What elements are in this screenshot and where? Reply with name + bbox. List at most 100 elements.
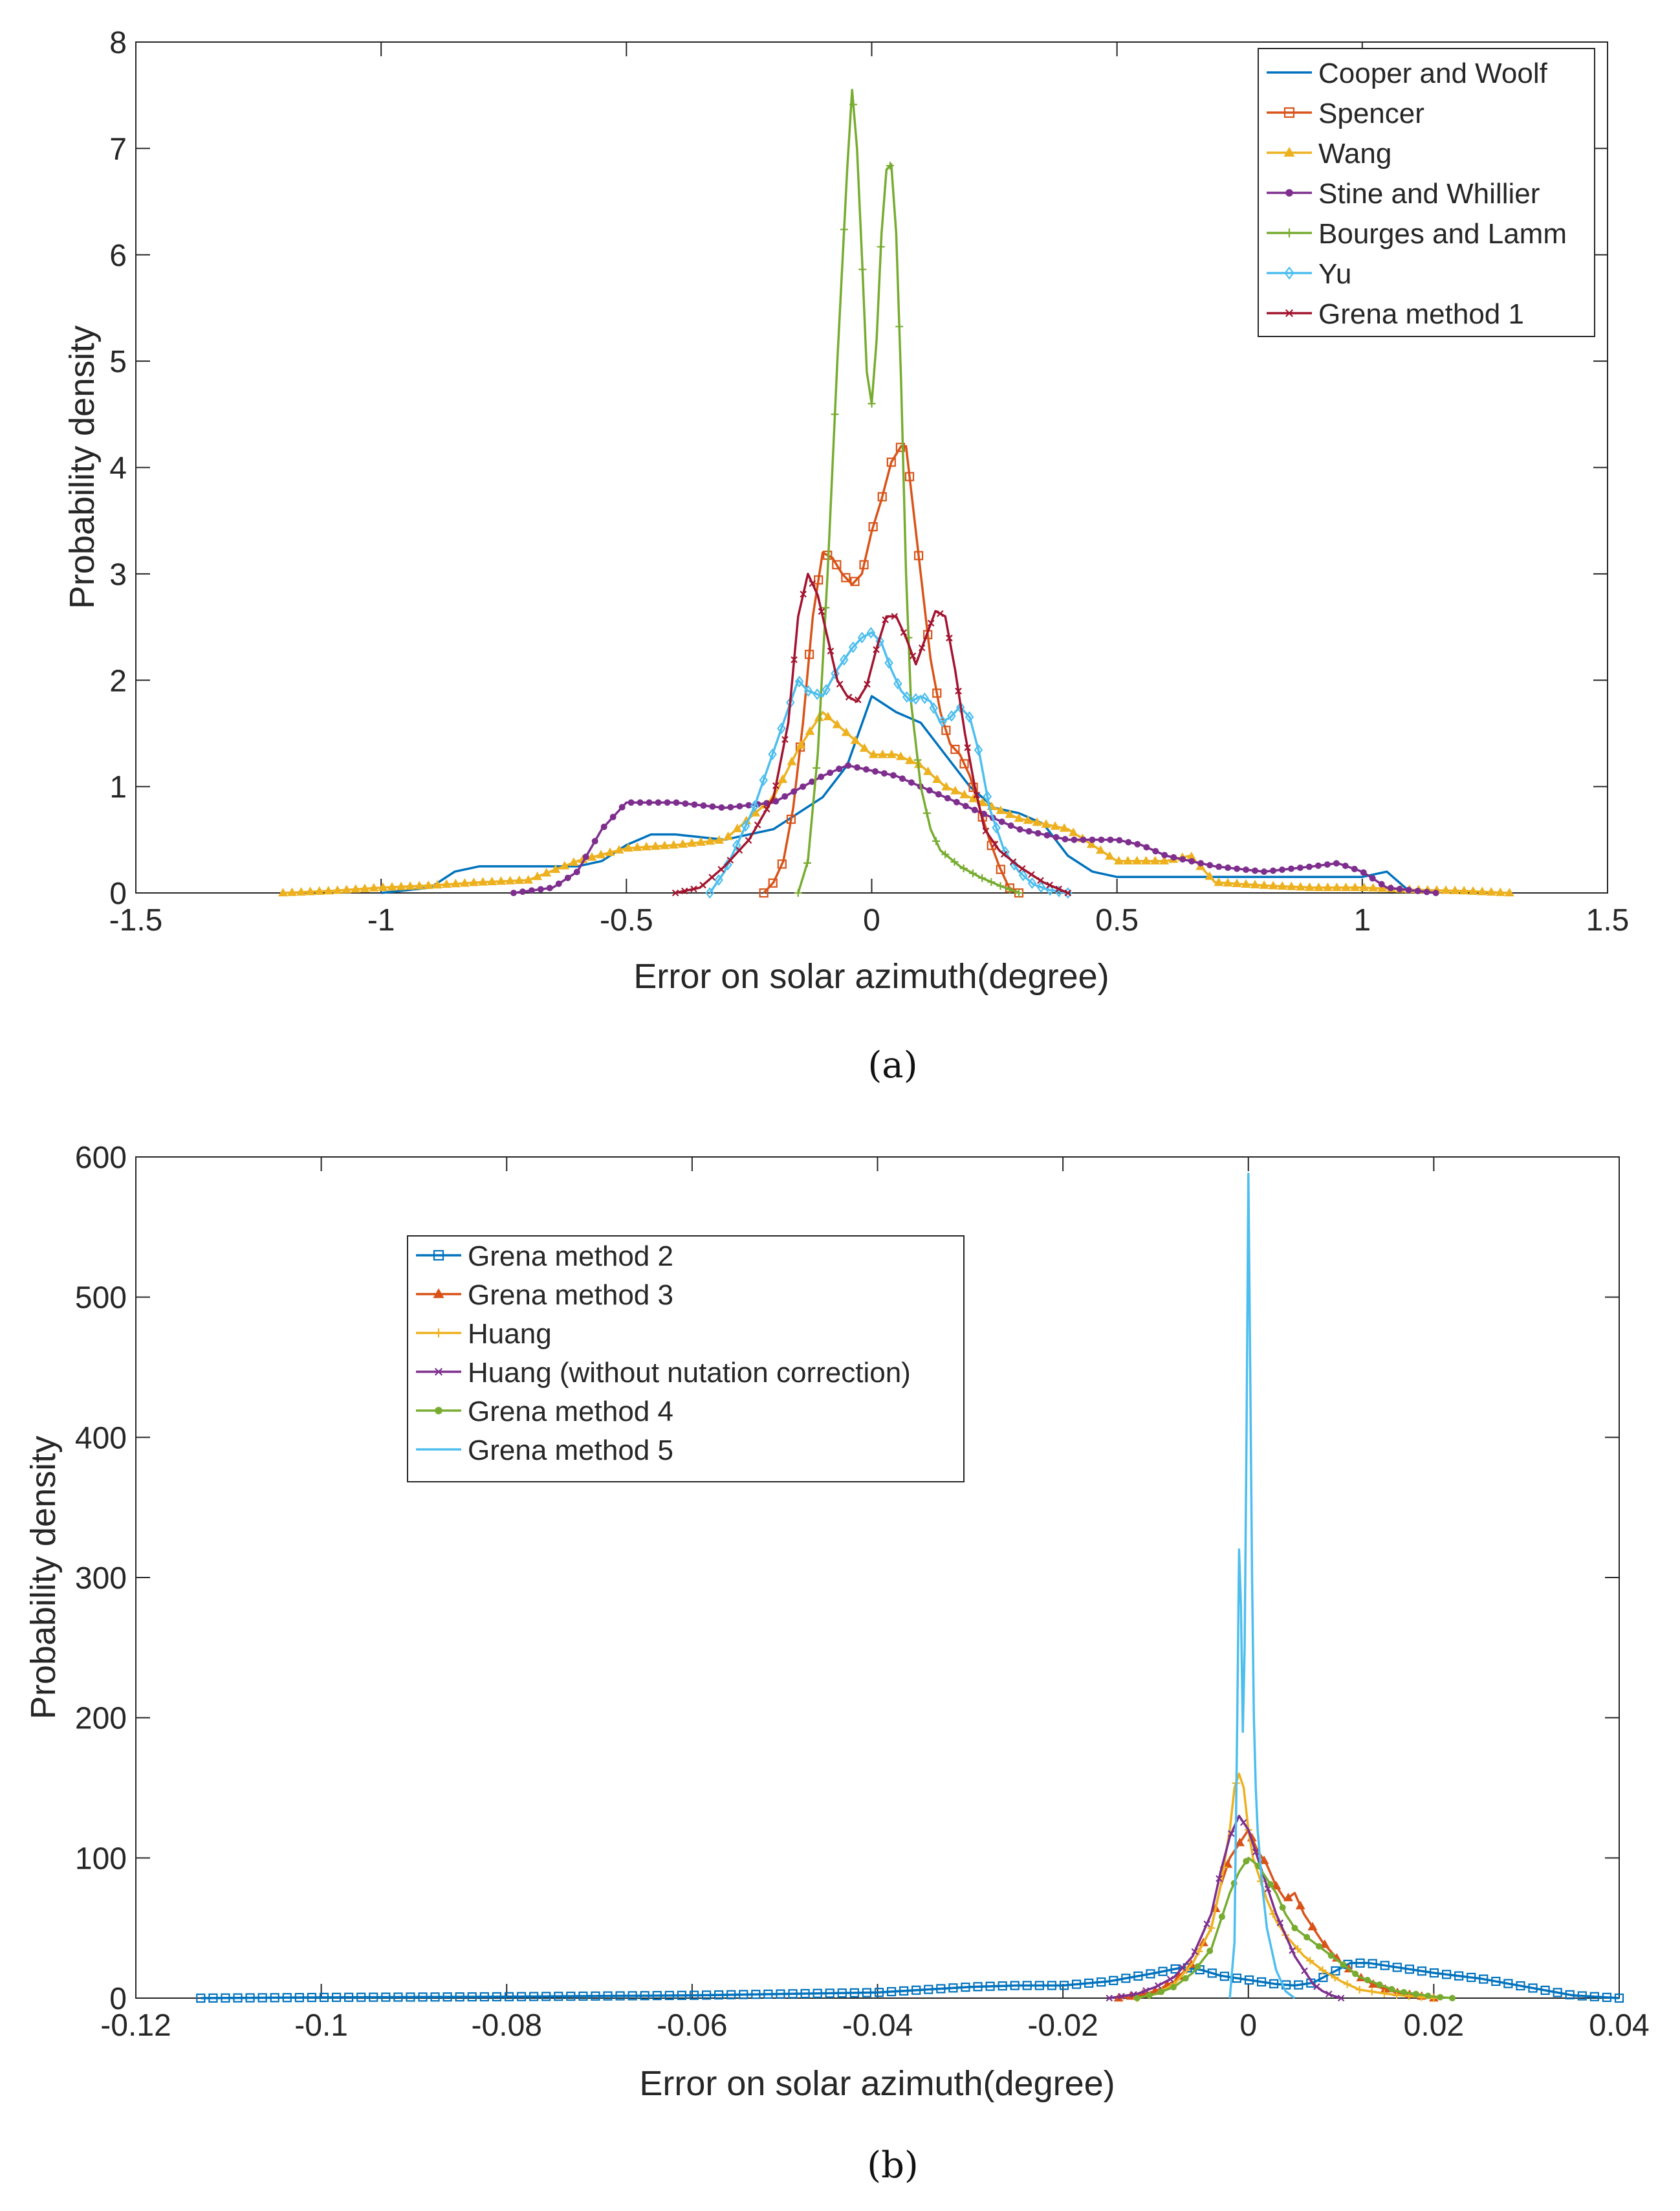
data-point bbox=[1206, 1948, 1214, 1954]
data-point bbox=[555, 880, 562, 887]
data-point bbox=[818, 773, 825, 780]
data-point bbox=[1467, 1972, 1476, 1983]
series-grena-method-4 bbox=[1133, 1856, 1456, 2001]
data-point bbox=[1243, 1858, 1250, 1865]
data-point bbox=[405, 881, 415, 890]
data-point bbox=[1296, 864, 1304, 872]
data-point bbox=[700, 802, 707, 809]
data-point bbox=[1287, 865, 1294, 872]
data-point bbox=[1343, 1980, 1351, 1988]
data-point bbox=[641, 842, 651, 851]
data-point bbox=[1084, 1978, 1094, 1988]
data-point bbox=[932, 774, 943, 783]
series-line bbox=[1109, 1814, 1342, 1999]
data-point bbox=[992, 822, 1001, 834]
data-point bbox=[1188, 858, 1195, 865]
data-point bbox=[705, 886, 715, 899]
data-point bbox=[905, 755, 915, 764]
data-point bbox=[1059, 1981, 1069, 1990]
data-point bbox=[959, 759, 969, 769]
data-point bbox=[1064, 889, 1072, 897]
data-point bbox=[736, 802, 743, 809]
data-point bbox=[1283, 1893, 1293, 1902]
data-point bbox=[787, 756, 797, 765]
chart-b-series bbox=[196, 1172, 1624, 2003]
data-point bbox=[825, 1988, 835, 1998]
legend-label: Grena method 3 bbox=[468, 1279, 673, 1311]
legend-marker bbox=[1283, 146, 1295, 157]
data-point bbox=[837, 1988, 847, 1998]
data-point bbox=[936, 1984, 946, 1994]
x-tick-label: -0.02 bbox=[1027, 2008, 1098, 2043]
data-point bbox=[1019, 865, 1026, 872]
data-point bbox=[858, 265, 867, 274]
data-point bbox=[1050, 821, 1060, 830]
data-point bbox=[344, 1992, 354, 2002]
data-point bbox=[233, 1993, 243, 2003]
data-point bbox=[1355, 1986, 1364, 1994]
data-point bbox=[781, 793, 789, 800]
legend-item: Spencer bbox=[1267, 98, 1424, 129]
data-point bbox=[477, 877, 488, 886]
legend-item: Yu bbox=[1267, 258, 1351, 290]
data-point bbox=[1577, 1991, 1587, 2001]
data-point bbox=[681, 887, 688, 895]
data-point bbox=[836, 765, 843, 773]
data-point bbox=[1614, 1993, 1624, 2003]
data-point bbox=[603, 1991, 613, 2001]
data-point bbox=[1387, 885, 1394, 892]
y-tick-label: 100 bbox=[75, 1842, 127, 1876]
data-point bbox=[1294, 1945, 1302, 1953]
data-point bbox=[800, 1988, 810, 1999]
data-point bbox=[1378, 881, 1385, 888]
data-point bbox=[1197, 860, 1205, 867]
data-point bbox=[1565, 1990, 1575, 1999]
chart-a-caption: (a) bbox=[867, 1044, 917, 1086]
data-point bbox=[1441, 885, 1451, 894]
data-point bbox=[1304, 1933, 1311, 1941]
x-tick-label: 0 bbox=[1239, 2008, 1257, 2043]
data-point bbox=[1313, 882, 1324, 892]
data-point bbox=[554, 1992, 563, 2001]
data-point bbox=[886, 162, 894, 170]
data-point bbox=[763, 1989, 773, 1999]
data-point bbox=[841, 727, 851, 736]
data-point bbox=[913, 551, 924, 560]
data-point bbox=[1276, 1919, 1284, 1926]
data-point bbox=[1396, 885, 1403, 892]
legend-item: Grena method 4 bbox=[416, 1396, 673, 1427]
data-point bbox=[886, 1986, 897, 1997]
data-point bbox=[891, 613, 899, 620]
data-point bbox=[1216, 863, 1223, 870]
data-point bbox=[1294, 1980, 1304, 1990]
data-point bbox=[723, 859, 732, 871]
data-point bbox=[369, 1992, 378, 2002]
data-point bbox=[714, 874, 723, 886]
data-point bbox=[776, 1989, 785, 1999]
data-point bbox=[759, 774, 769, 786]
data-point bbox=[965, 711, 974, 723]
data-point bbox=[1216, 1875, 1223, 1882]
data-point bbox=[1206, 862, 1214, 869]
data-point bbox=[941, 850, 950, 859]
data-point bbox=[950, 857, 959, 866]
data-point bbox=[794, 676, 804, 688]
chart-a: -1.5 -1 -0.5 0 0.5 1 1.5 0 1 2 3 4 5 6 7 8 Error on so… bbox=[63, 26, 1629, 1086]
x-tick-label: -1 bbox=[367, 903, 395, 938]
data-point bbox=[1025, 828, 1032, 835]
data-point bbox=[1350, 882, 1360, 892]
data-point bbox=[659, 841, 670, 850]
chart-a-series bbox=[278, 89, 1514, 899]
data-point bbox=[696, 837, 706, 846]
y-tick-label: 0 bbox=[109, 877, 127, 911]
data-point bbox=[726, 1990, 736, 1999]
chart-a-x-label: Error on solar azimuth(degree) bbox=[633, 957, 1109, 996]
data-point bbox=[396, 881, 406, 890]
data-point bbox=[859, 560, 869, 569]
data-point bbox=[708, 874, 715, 881]
series-grena-method-2 bbox=[196, 1958, 1624, 2003]
data-point bbox=[1143, 844, 1150, 851]
x-tick-label: -0.04 bbox=[842, 2008, 913, 2043]
data-point bbox=[591, 1991, 600, 2001]
data-point bbox=[884, 657, 893, 669]
